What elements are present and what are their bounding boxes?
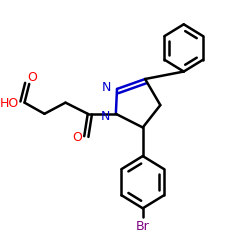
Text: O: O [27,71,37,84]
Text: O: O [72,131,82,144]
Text: Br: Br [136,220,150,234]
Text: HO: HO [0,97,19,110]
Text: N: N [100,110,110,123]
Text: N: N [102,81,111,94]
